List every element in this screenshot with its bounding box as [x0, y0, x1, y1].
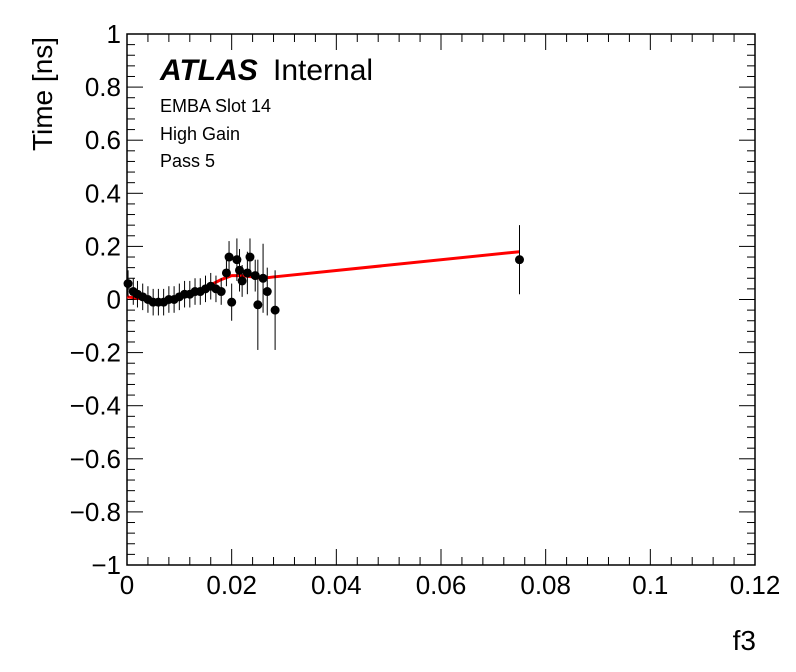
y-tick-label: 0 [107, 285, 121, 315]
data-point [123, 279, 133, 289]
y-tick-label: 1 [107, 19, 121, 49]
x-tick-label: 0.04 [311, 570, 362, 600]
y-tick-label: −0.8 [70, 497, 121, 527]
data-point [237, 276, 247, 286]
x-tick-label: 0.06 [416, 570, 467, 600]
data-point [245, 252, 255, 262]
data-point [216, 287, 226, 297]
atlas-status: Internal [273, 54, 373, 87]
axis-ticks [126, 33, 756, 566]
annotation-gain: High Gain [160, 124, 240, 144]
atlas-label: ATLAS [159, 54, 258, 87]
data-point [250, 271, 260, 281]
data-point [242, 268, 252, 278]
data-point [258, 273, 268, 283]
x-tick-label: 0.12 [730, 570, 781, 600]
x-tick-label: 0.02 [206, 570, 257, 600]
data-point [270, 305, 280, 315]
data-point [232, 255, 242, 265]
x-axis-title: f3 [733, 625, 756, 656]
data-point [515, 255, 524, 265]
y-tick-label: 0.6 [85, 125, 121, 155]
data-point [227, 297, 237, 307]
data-point [235, 265, 245, 275]
annotation-pass: Pass 5 [160, 151, 215, 171]
data-point [224, 252, 234, 262]
y-tick-label: 0.2 [85, 231, 121, 261]
y-tick-label: −0.4 [70, 391, 121, 421]
x-tick-label: 0 [120, 570, 134, 600]
y-tick-label: −1 [91, 550, 121, 580]
y-axis-title: Time [ns] [27, 37, 58, 151]
annotation-module: EMBA Slot 14 [160, 96, 271, 116]
data-point [253, 300, 263, 310]
y-tick-label: −0.2 [70, 338, 121, 368]
y-tick-label: 0.4 [85, 178, 121, 208]
data-point [262, 287, 272, 297]
x-tick-label: 0.08 [520, 570, 571, 600]
tick-labels: 0 0.02 0.04 0.06 0.08 0.1 0.12 −1 −0.8 −0.6 −0.4 −0… [70, 19, 781, 600]
x-tick-label: 0.1 [632, 570, 668, 600]
data-points-group [123, 225, 524, 350]
data-point [221, 268, 231, 278]
y-tick-label: −0.6 [70, 444, 121, 474]
y-tick-label: 0.8 [85, 72, 121, 102]
